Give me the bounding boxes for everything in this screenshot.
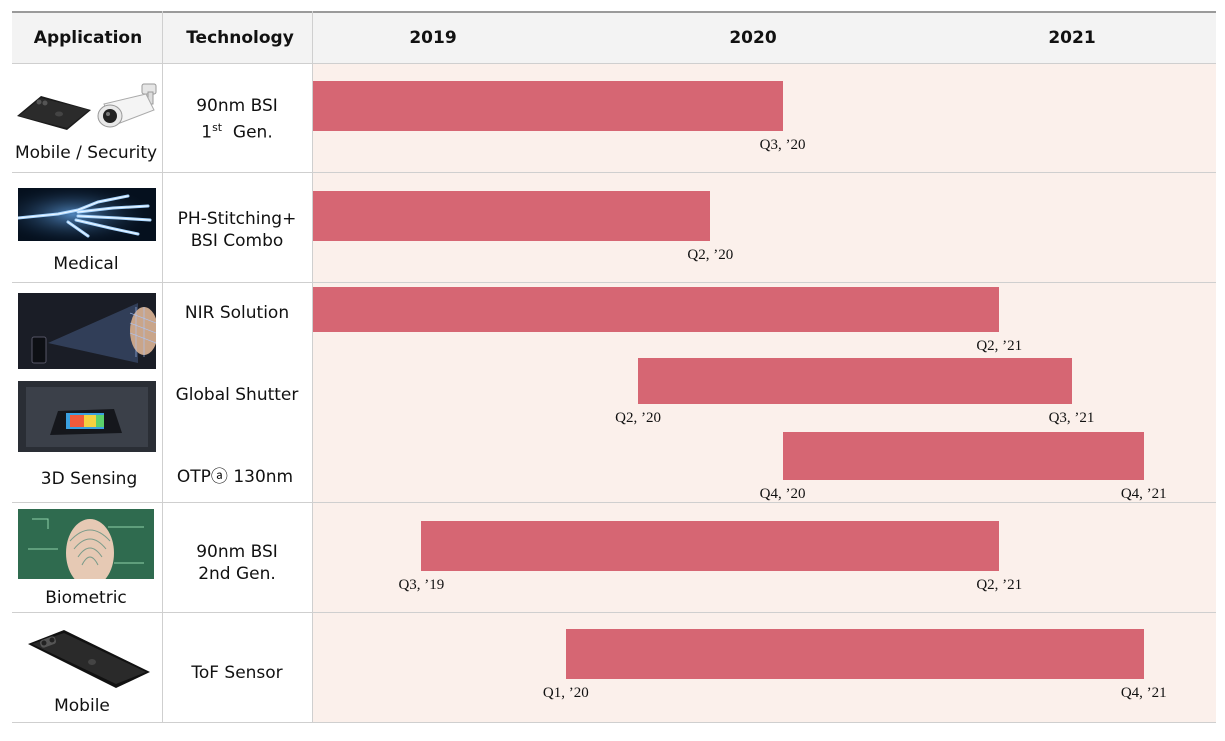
- bar-start-label: Q1, ’20: [542, 685, 589, 701]
- bar-end-label: Q2, ’20: [687, 247, 734, 263]
- row-divider: [12, 502, 1216, 503]
- security-camera-icon: [94, 82, 160, 134]
- header-technology: Technology: [186, 28, 294, 48]
- bar-90nm-bsi-2nd-gen: [421, 521, 1000, 571]
- bar-end-label: Q3, ’20: [759, 137, 806, 153]
- bar-end-label: Q3, ’21: [1048, 410, 1095, 426]
- bar-start-label: Q4, ’20: [759, 486, 806, 502]
- depth-sensing-icon: [18, 381, 156, 452]
- column-divider: [312, 11, 313, 723]
- tick-label-2020: 2020: [729, 28, 777, 48]
- row-divider: [12, 612, 1216, 613]
- bar-nir-solution: [313, 287, 1000, 332]
- technology-label-90nm-bsi-2nd: 90nm BSI 2nd Gen.: [196, 542, 278, 584]
- application-label-mobile-security: Mobile / Security: [14, 143, 158, 163]
- fingerprint-icon: [18, 509, 154, 579]
- technology-label-tof-sensor: ToF Sensor: [191, 663, 283, 683]
- bar-start-label: Q2, ’20: [615, 410, 661, 426]
- technology-label-global-shutter: Global Shutter: [175, 385, 299, 405]
- row-divider: [12, 282, 1216, 283]
- smartphone-icon: [15, 92, 93, 132]
- application-label-3d-sensing: 3D Sensing: [40, 469, 138, 489]
- bar-90nm-bsi-1st-gen: [313, 81, 783, 131]
- bar-tof-sensor: [565, 629, 1144, 679]
- bar-start-label: Q3, ’19: [398, 577, 445, 593]
- row-divider: [12, 722, 1216, 723]
- application-label-medical: Medical: [53, 254, 119, 274]
- technology-label-90nm-bsi-1st: 90nm BSI 1st Gen.: [196, 96, 278, 143]
- column-divider: [162, 11, 163, 723]
- xray-hand-icon: [18, 188, 156, 241]
- bar-end-label: Q4, ’21: [1120, 685, 1167, 701]
- application-label-mobile: Mobile: [54, 696, 110, 716]
- technology-label-otp-130nm: OTPⓐ 130nm: [176, 467, 294, 487]
- face-scan-icon: [18, 293, 156, 369]
- bar-otp-130nm: [782, 432, 1144, 480]
- bar-end-label: Q4, ’21: [1120, 486, 1167, 502]
- bar-end-label: Q2, ’21: [976, 338, 1023, 354]
- tick-label-2019: 2019: [409, 28, 457, 48]
- bar-ph-stitching-bsi-combo: [313, 191, 711, 241]
- dual-camera-phone-icon: [24, 628, 152, 688]
- application-label-biometric: Biometric: [45, 588, 127, 608]
- bar-global-shutter: [638, 358, 1072, 404]
- row-divider: [12, 172, 1216, 173]
- table-header: [12, 11, 1216, 64]
- technology-label-nir-solution: NIR Solution: [184, 303, 290, 323]
- technology-label-ph-stitching: PH-Stitching+ BSI Combo: [177, 209, 297, 251]
- tick-label-2021: 2021: [1048, 28, 1096, 48]
- header-application: Application: [33, 28, 143, 48]
- bar-end-label: Q2, ’21: [976, 577, 1023, 593]
